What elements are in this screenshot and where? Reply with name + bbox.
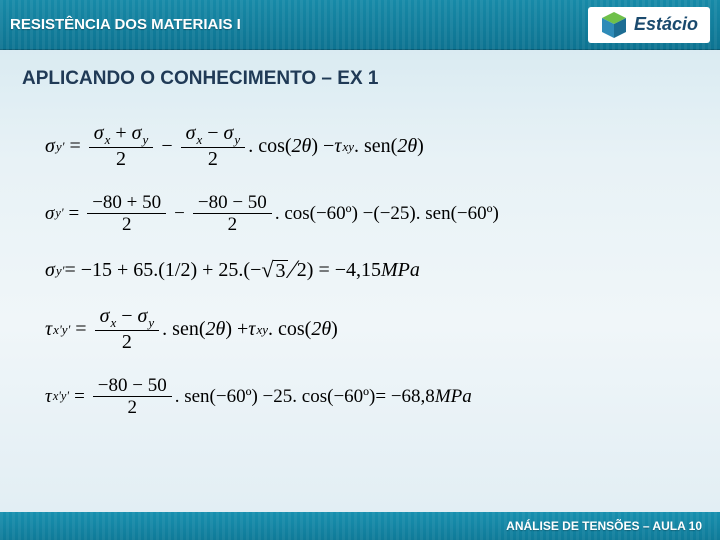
equation-3: σy' = −15 + 65.(1/2) + 25.(− √3 ⁄2 ) = −…	[45, 257, 695, 283]
brand-logo: Estácio	[588, 7, 710, 43]
sigma-symbol: σ	[45, 136, 55, 156]
section-title: APLICANDO O CONHECIMENTO – EX 1	[0, 50, 720, 100]
equation-1: σy' = σx + σy 2 − σx − σy 2 . cos(2θ) − …	[45, 122, 695, 170]
equation-2: σy' = −80 + 50 2 − −80 − 50 2 . cos(−60º…	[45, 192, 695, 235]
course-title: RESISTÊNCIA DOS MATERIAIS I	[10, 16, 241, 33]
subscript: y'	[55, 140, 65, 153]
equation-5: τx'y' = −80 − 50 2 . sen(−60º) − 25. cos…	[45, 375, 695, 418]
footer-text: ANÁLISE DE TENSÕES – AULA 10	[506, 519, 702, 533]
equation-4: τx'y' = σx − σy 2 . sen(2θ) + τxy. cos(2…	[45, 305, 695, 353]
header-bar: RESISTÊNCIA DOS MATERIAIS I Estácio	[0, 0, 720, 50]
equation-block: σy' = σx + σy 2 − σx − σy 2 . cos(2θ) − …	[0, 100, 720, 418]
slide: RESISTÊNCIA DOS MATERIAIS I Estácio APLI…	[0, 0, 720, 540]
brand-text: Estácio	[634, 14, 698, 35]
footer-bar: ANÁLISE DE TENSÕES – AULA 10	[0, 512, 720, 540]
cube-icon	[600, 11, 628, 39]
